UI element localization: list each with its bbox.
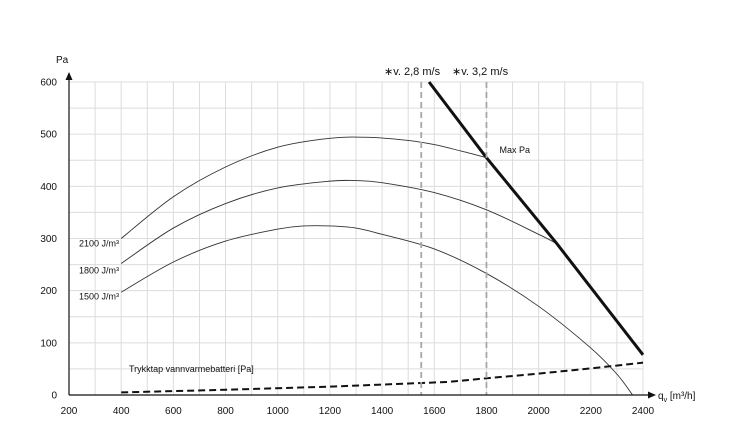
x-axis-label-unit: [m³/h] [667,391,696,402]
series-line-2100-j-m [120,136,487,239]
x-tick-label: 1200 [319,406,342,417]
series-line-trykktap-vannvarmebatteri-pa [121,361,644,394]
velocity-label-1: ∗v. 2,8 m/s [384,66,441,78]
curve-label-3: 1500 J/m³ [79,291,119,301]
x-axis-label-sub: v [664,397,668,404]
x-tick-label: 800 [217,406,234,417]
labels: 2100 J/m³ 1800 J/m³ 1500 J/m³ Max Pa Trykkta… [79,145,530,374]
y-tick-label: 600 [40,78,57,89]
y-tick-label: 300 [40,234,57,245]
curve-label-1: 2100 J/m³ [79,239,119,249]
x-tick-label: 1000 [267,406,290,417]
curve-label-2: 1800 J/m³ [79,265,119,275]
x-axis-label: qv [m³/h] [658,391,696,404]
y-tick-label: 100 [40,338,57,349]
x-tick-label: 600 [165,406,182,417]
series-line-1800-j-m [120,179,558,264]
series-group [120,81,645,396]
y-tick-label: 400 [40,182,57,193]
x-tick-label: 2200 [580,406,603,417]
x-tick-label: 2400 [632,406,655,417]
x-tick-label: 400 [113,406,130,417]
x-tick-label: 1400 [371,406,394,417]
velocity-label-2: ∗v. 3,2 m/s [452,66,509,78]
velocity-lines: ∗v. 2,8 m/s ∗v. 3,2 m/s [384,66,509,395]
y-tick-label: 200 [40,286,57,297]
pressure-drop-label: Trykktap vannvarmebatteri [Pa] [129,364,254,374]
x-axis-arrow [648,391,656,399]
x-axis-label-q: q [658,391,664,402]
y-tick-label: 500 [40,130,57,141]
series-line-1500-j-m [120,225,633,396]
series-line-max-pa [427,81,645,356]
x-tick-label: 1800 [475,406,498,417]
x-tick-label: 2000 [528,406,551,417]
y-tick-label: 0 [51,391,57,402]
grid [68,81,644,396]
x-tick-label: 1600 [423,406,446,417]
y-axis-arrow [65,72,73,80]
y-axis-label: Pa [56,55,69,66]
x-tick-label: 200 [61,406,78,417]
axes: 200 400 600 800 1000 1200 1400 1600 1800 2000 2200… [40,55,695,417]
max-pa-label: Max Pa [500,145,531,155]
